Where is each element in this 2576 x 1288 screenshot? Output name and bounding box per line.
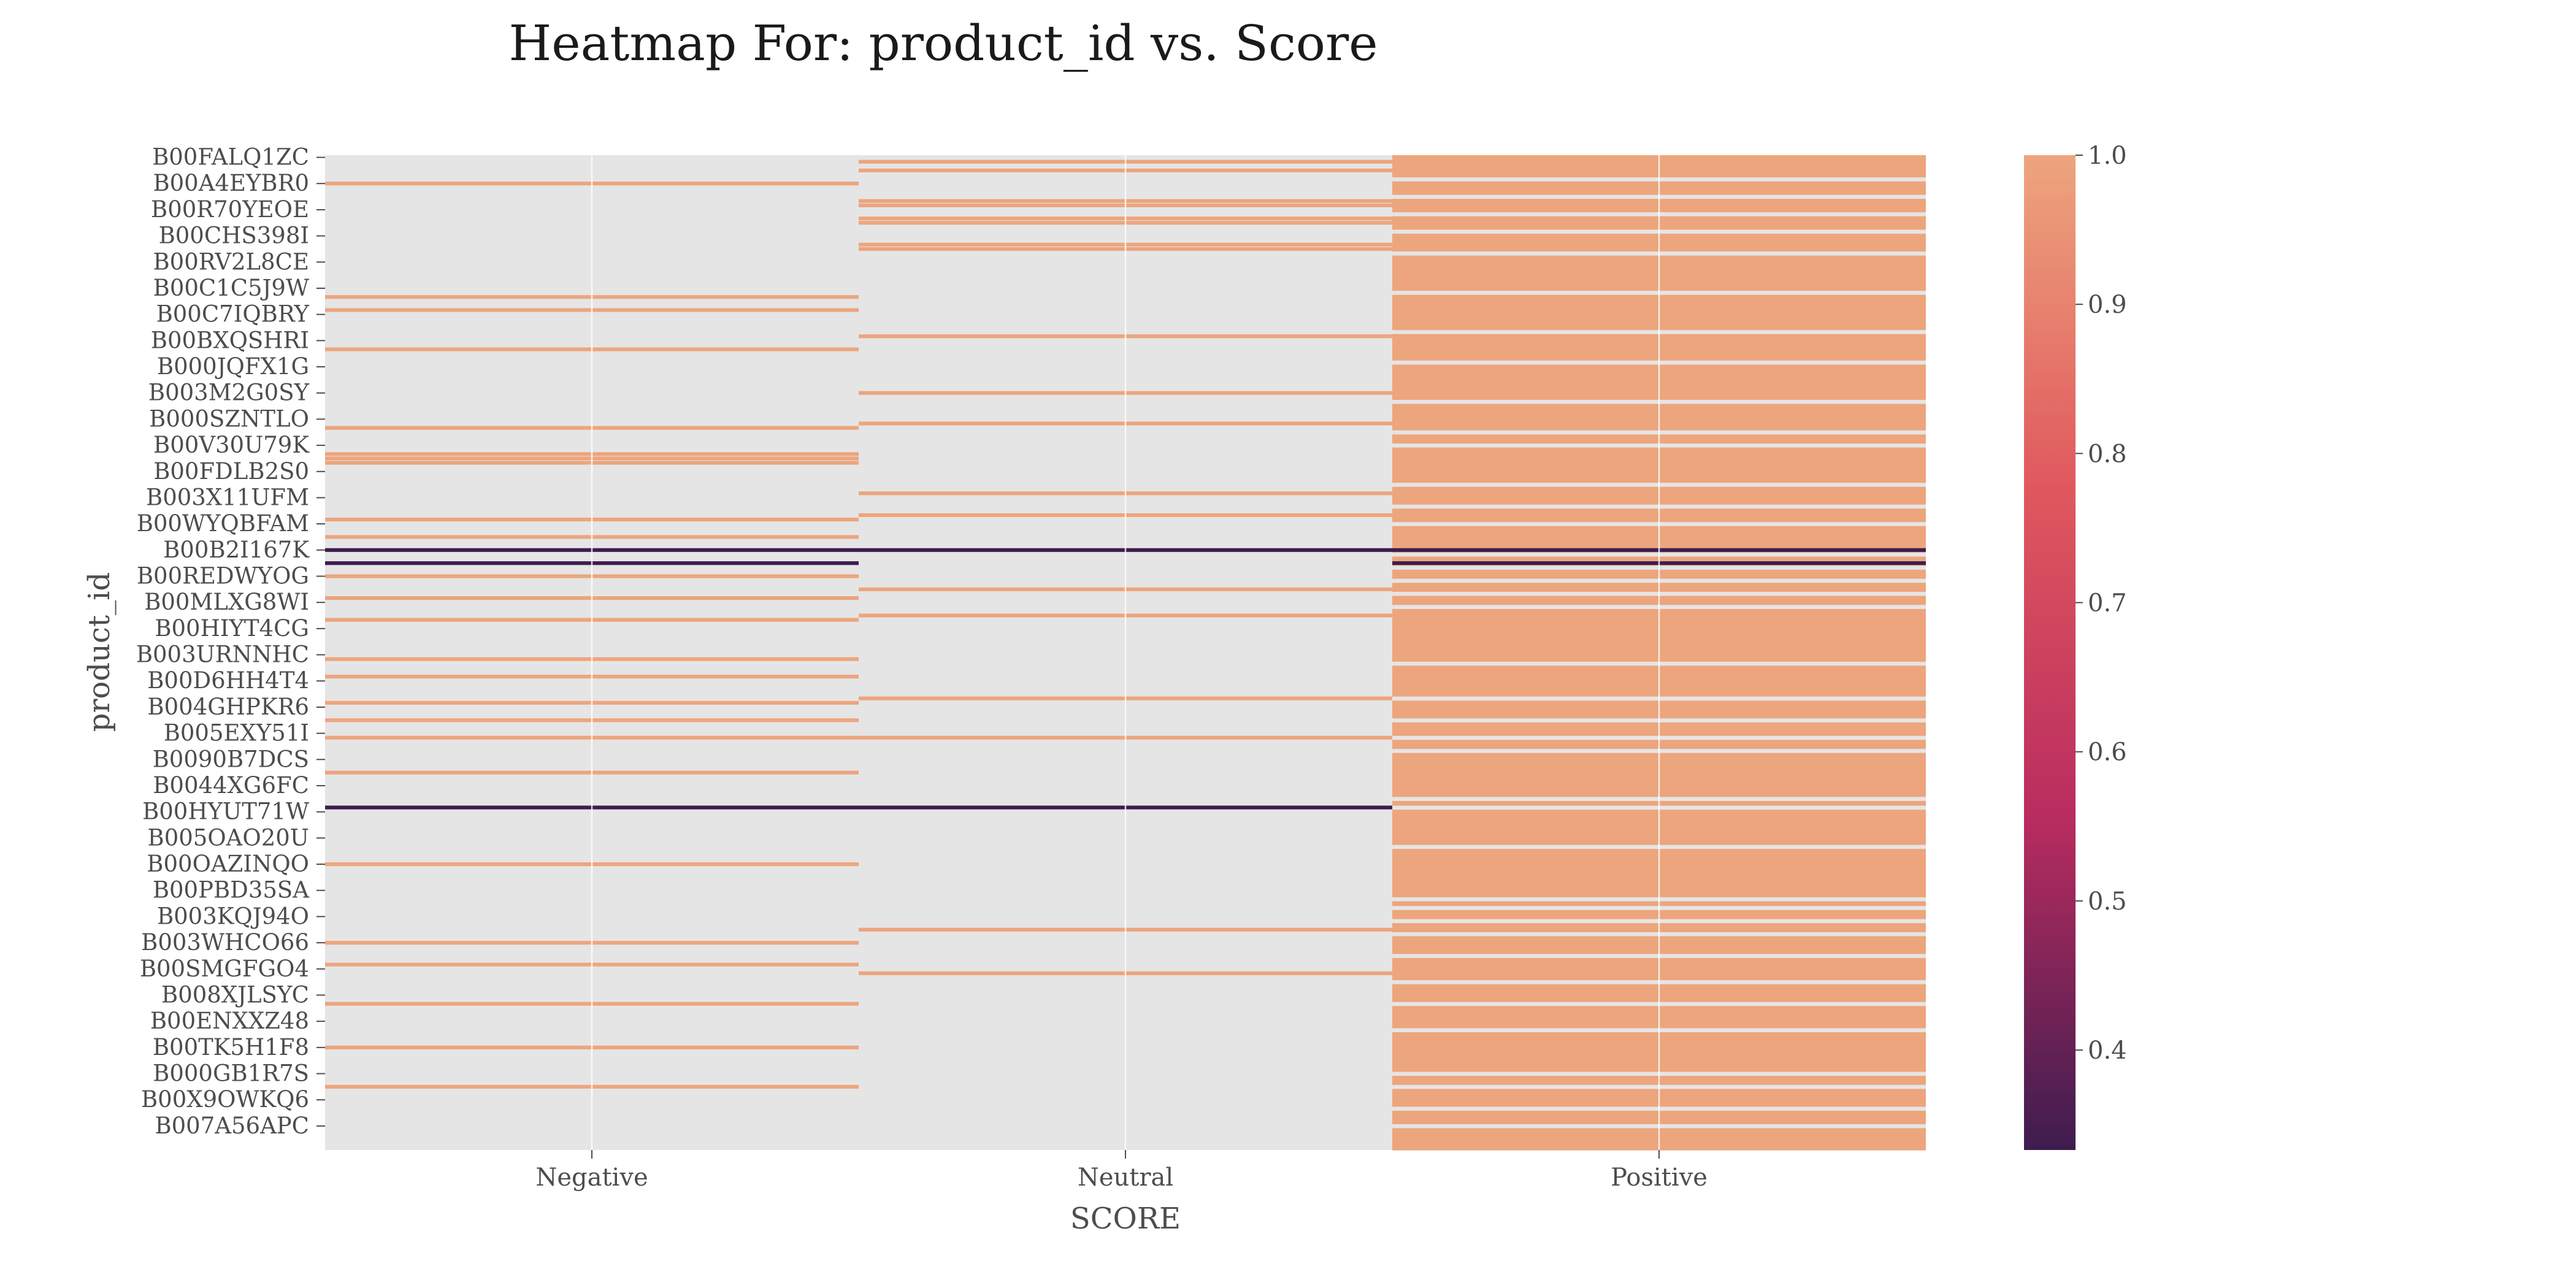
y-tick-label: B00BXQSHRI [151,327,309,353]
x-tick-label: Neutral [1078,1163,1173,1192]
colorbar-tick-label: 0.9 [2088,291,2127,319]
colorbar-tick-label: 0.6 [2088,738,2127,767]
y-tick-label: B0044XG6FC [153,772,309,799]
y-tick-label: B003KQJ94O [157,903,309,929]
y-axis-ticks: B00FALQ1ZCB00A4EYBR0B00R70YEOEB00CHS398I… [136,144,325,1139]
y-tick-label: B00MLXG8WI [144,589,309,615]
y-tick-label: B005EXY51I [164,720,309,746]
y-tick-label: B00PBD35SA [153,877,310,903]
y-tick-label: B00A4EYBR0 [153,170,309,196]
plot-area [325,155,1926,1151]
y-tick-label: B00RV2L8CE [153,248,309,275]
colorbar-tick-label: 0.8 [2088,440,2127,468]
y-tick-label: B003URNNHC [136,642,309,668]
y-tick-label: B00HYUT71W [142,799,309,825]
y-tick-label: B00X9OWKQ6 [141,1086,309,1113]
y-axis-label: product_id [82,572,117,732]
y-tick-label: B00ENXXZ48 [150,1008,309,1034]
y-tick-label: B000JQFX1G [157,353,309,380]
y-tick-label: B008XJLSYC [161,981,309,1008]
colorbar-tick-label: 0.7 [2088,589,2127,618]
y-tick-label: B000GB1R7S [153,1060,309,1087]
y-tick-label: B00WYQBFAM [137,510,309,537]
y-tick-label: B00R70YEOE [151,196,309,223]
y-tick-label: B00SMGFGO4 [140,956,309,982]
x-axis-ticks: Negative Neutral Positive [535,1150,1708,1192]
colorbar-tick-label: 0.5 [2088,887,2127,916]
y-tick-label: B000SZNTLO [149,405,309,432]
y-tick-label: B00D6HH4T4 [147,667,309,694]
y-tick-label: B00FALQ1ZC [152,144,309,171]
y-tick-label: B004GHPKR6 [147,694,309,720]
y-tick-label: B003X11UFM [146,484,309,510]
colorbar-bar [2024,155,2076,1150]
y-tick-label: B00FDLB2S0 [153,458,309,485]
y-tick-label: B00CHS398I [159,223,309,249]
x-tick-label: Negative [535,1163,648,1192]
y-tick-label: B00HIYT4CG [155,615,309,642]
x-tick-label: Positive [1611,1163,1708,1192]
y-tick-label: B00OAZINQO [147,851,309,877]
chart-title: Heatmap For: product_id vs. Score [508,15,1378,72]
colorbar: 1.0 0.9 0.8 0.7 0.6 0.5 0.4 [2024,142,2127,1150]
y-tick-label: B00C7IQBRY [156,301,310,328]
y-tick-label: B003WHCO66 [141,929,309,956]
y-tick-label: B00C1C5J9W [153,275,309,301]
y-tick-label: B0090B7DCS [153,746,309,772]
x-axis-label: SCORE [1070,1202,1181,1236]
y-tick-label: B00REDWYOG [137,563,309,589]
y-tick-label: B003M2G0SY [148,380,310,406]
y-tick-label: B007A56APC [155,1113,309,1139]
y-tick-label: B005OAO20U [148,824,309,851]
y-tick-label: B00B2I167K [163,537,310,563]
y-tick-label: B00TK5H1F8 [153,1034,309,1060]
colorbar-tick-label: 1.0 [2088,142,2127,170]
colorbar-tick-label: 0.4 [2088,1037,2127,1065]
y-tick-label: B00V30U79K [153,432,310,458]
